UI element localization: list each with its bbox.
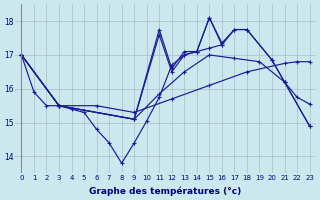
X-axis label: Graphe des températures (°c): Graphe des températures (°c) [89,186,242,196]
